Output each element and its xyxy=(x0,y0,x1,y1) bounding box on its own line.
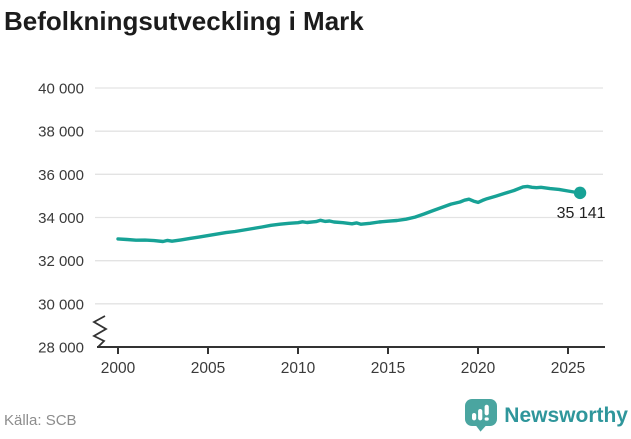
page-title: Befolkningsutveckling i Mark xyxy=(4,6,364,36)
x-axis-tick-label: 2025 xyxy=(551,360,585,377)
newsworthy-logo: Newsworthy xyxy=(464,398,628,432)
x-axis-tick-label: 2005 xyxy=(191,360,225,377)
source-label: Källa: SCB xyxy=(4,412,77,429)
x-axis-tick-label: 2010 xyxy=(281,360,316,377)
population-line-chart: 40 000 38 000 36 000 34 000 32 000 30 000 28 0… xyxy=(38,81,606,378)
y-axis-tick-label: 38 000 xyxy=(38,124,84,141)
population-line xyxy=(116,184,582,244)
x-axis-tick-label: 2000 xyxy=(101,360,136,377)
x-axis-tick-label: 2020 xyxy=(461,360,496,377)
y-axis-tick-label: 34 000 xyxy=(38,210,84,227)
y-axis-tick-label: 36 000 xyxy=(38,167,84,184)
y-axis-tick-label: 28 000 xyxy=(38,340,84,357)
y-axis-break-mark xyxy=(92,315,108,348)
series-end-label: 35 141 xyxy=(557,205,606,222)
y-axis-tick-label: 32 000 xyxy=(38,253,84,270)
y-axis-tick-label: 30 000 xyxy=(38,296,84,313)
newsworthy-wordmark: Newsworthy xyxy=(504,403,628,427)
y-axis-tick-label: 40 000 xyxy=(38,81,84,98)
x-axis-tick-label: 2015 xyxy=(371,360,405,377)
newsworthy-speech-bubble-bar-chart-icon xyxy=(465,399,498,432)
series-end-dot xyxy=(573,186,587,200)
